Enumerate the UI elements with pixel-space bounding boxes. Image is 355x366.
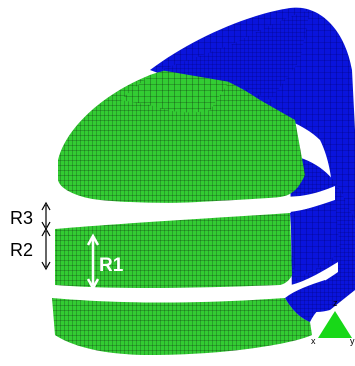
r2-arrow-bottom (41, 261, 51, 271)
triad-triangle (318, 311, 352, 338)
green-lower-ring (52, 298, 312, 355)
r2-arrow-top (41, 227, 51, 237)
r3-arrow-top (41, 201, 51, 211)
r1-label: R1 (99, 255, 124, 276)
r3-label: R3 (10, 208, 33, 228)
r1-arrow-bottom (86, 278, 100, 291)
r1-arrow-top (86, 233, 100, 246)
gap-upper (55, 186, 335, 227)
triad-z-label: z (333, 298, 338, 308)
green-middle-ring (55, 213, 292, 289)
blue-dome-wedge (160, 10, 310, 100)
blue-lower-fillet (285, 280, 330, 322)
triad-y-label: y (350, 336, 355, 346)
r2-label: R2 (10, 240, 33, 260)
triad-x-label: x (311, 336, 316, 346)
gap-lower (55, 262, 338, 301)
green-dome-cap (58, 69, 305, 203)
blue-middle-ring (290, 200, 340, 278)
axis-triad-icon: z x y (311, 298, 355, 346)
